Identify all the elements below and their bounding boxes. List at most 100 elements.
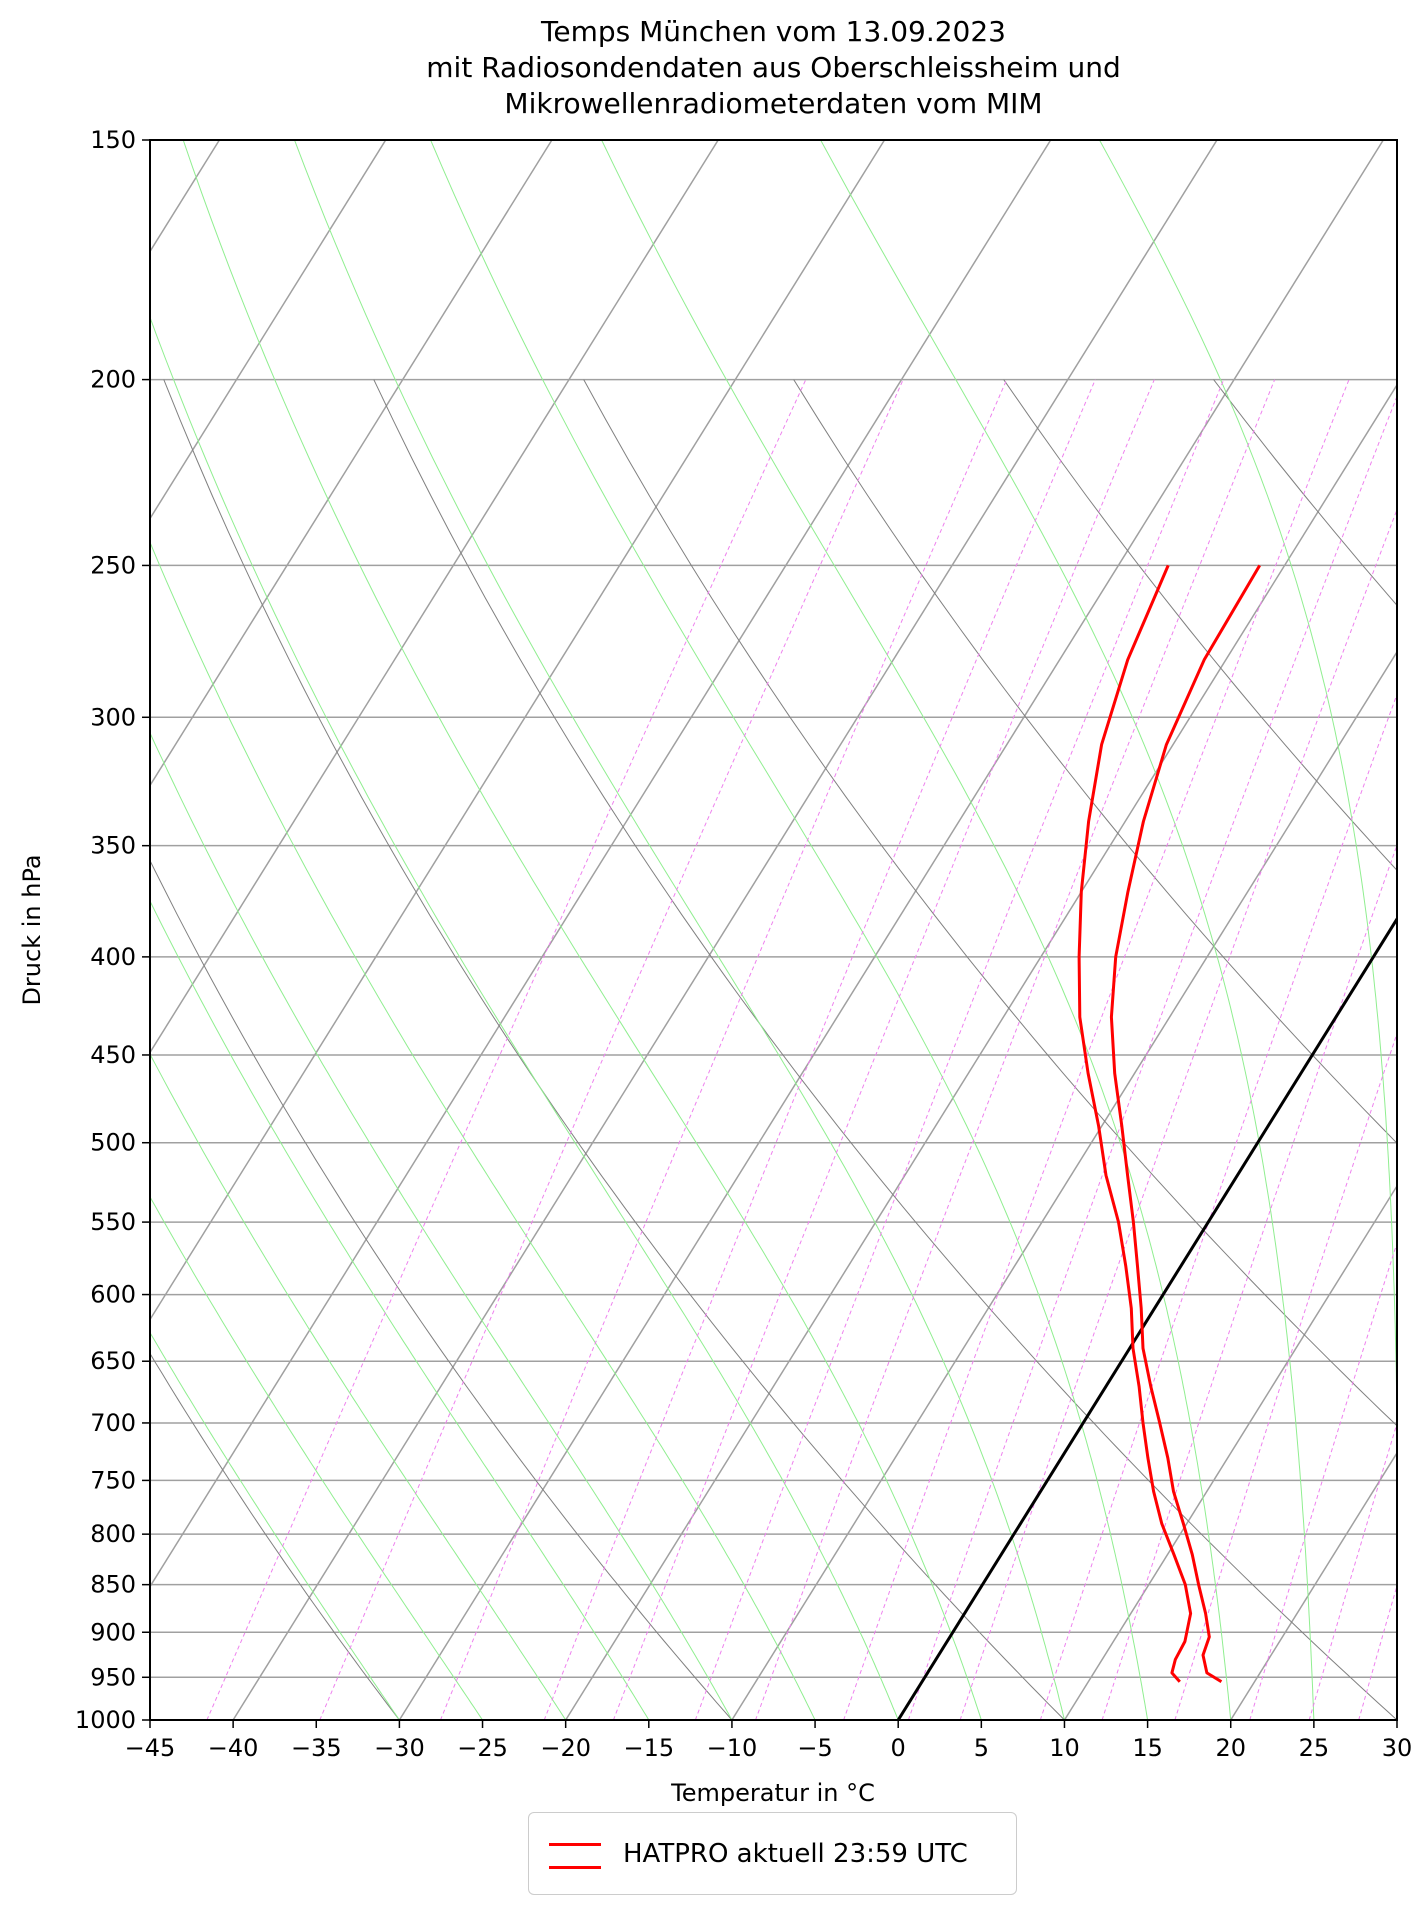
y-tick-label: 200 (90, 366, 136, 394)
mixing-ratio-line (440, 379, 1008, 1720)
isotherm-line (232, 140, 1218, 1720)
isotherm-line (150, 140, 1052, 1588)
isotherm-line (1063, 1184, 1397, 1720)
moist-adiabat-line (150, 315, 899, 1720)
isotherm-line (150, 140, 719, 1054)
chart-title-line-1: Temps München vom 13.09.2023 (541, 15, 1006, 48)
legend-line-1 (549, 1843, 601, 1846)
mixing-ratio-line (1039, 692, 1397, 1720)
zero-isotherm-line (896, 916, 1397, 1720)
mixing-ratio-line (1308, 1421, 1397, 1720)
y-tick-label: 1000 (75, 1706, 136, 1734)
series-line-2 (1109, 564, 1261, 1683)
mixing-ratio-line (907, 394, 1397, 1720)
legend-entry: HATPRO aktuell 23:59 UTC (539, 1827, 1009, 1881)
y-axis-label: Druck in hPa (18, 854, 46, 1005)
background-lines (150, 140, 1427, 1720)
x-tick-label: 20 (1215, 1734, 1246, 1762)
y-tick-label: 300 (90, 703, 136, 731)
x-axis-label: Temperatur in °C (670, 1779, 875, 1807)
mixing-ratio-line (612, 379, 1155, 1720)
mixing-ratio-line (319, 379, 904, 1720)
x-tick-label: 5 (974, 1734, 989, 1762)
dry-adiabat-line (150, 1352, 400, 1720)
series-line-1 (1077, 564, 1193, 1683)
x-tick-label: −25 (457, 1734, 508, 1762)
isotherm-line (398, 140, 1384, 1720)
x-tick-label: −40 (208, 1734, 259, 1762)
x-tick-label: −35 (291, 1734, 342, 1762)
y-tick-label: 700 (90, 1409, 136, 1437)
mixing-ratio-line (206, 379, 807, 1720)
dry-adiabat-line (1003, 379, 1397, 872)
chart-title: Temps München vom 13.09.2023 mit Radioso… (0, 14, 1427, 122)
x-tick-label: −15 (623, 1734, 674, 1762)
x-tick-label: −5 (797, 1734, 832, 1762)
dry-adiabat-line (163, 379, 1065, 1720)
moist-adiabat-line (294, 140, 1065, 1720)
legend-swatch (549, 1835, 601, 1875)
legend: HATPRO aktuell 23:59 UTC (528, 1812, 1017, 1895)
moist-adiabat-line (150, 1331, 400, 1720)
y-tick-label: 400 (90, 943, 136, 971)
x-axis-ticks: −45 −40 −35 −30 −25 −20 −15 −10 −5 0 5 10 15 20 25 30 (125, 1720, 1413, 1762)
x-tick-label: −10 (707, 1734, 758, 1762)
mixing-ratio-line (755, 379, 1276, 1720)
x-tick-label: 25 (1299, 1734, 1330, 1762)
moist-adiabat-line (1407, 140, 1427, 1720)
mixing-ratio-line (1174, 1032, 1397, 1720)
isotherm-line (150, 140, 886, 1321)
mixing-ratio-line (843, 379, 1350, 1720)
moist-adiabat-line (150, 1053, 567, 1720)
mixing-ratio-line (1358, 1584, 1397, 1720)
y-tick-label: 150 (90, 126, 136, 154)
x-tick-label: 15 (1132, 1734, 1163, 1762)
x-tick-label: 30 (1382, 1734, 1413, 1762)
x-tick-label: −20 (540, 1734, 591, 1762)
moist-adiabat-line (1099, 140, 1397, 1720)
x-tick-label: 0 (891, 1734, 906, 1762)
chart-title-line-3: Mikrowellenradiometerdaten vom MIM (504, 87, 1043, 120)
dry-adiabat-line (793, 379, 1397, 1144)
moist-adiabat-line (150, 731, 733, 1720)
mixing-ratio-line (1249, 1241, 1397, 1720)
y-tick-label: 450 (90, 1041, 136, 1069)
isotherm-line (731, 650, 1397, 1720)
x-tick-label: −30 (374, 1734, 425, 1762)
moist-adiabat-line (182, 140, 982, 1720)
isotherm-line (150, 140, 553, 787)
y-tick-label: 850 (90, 1571, 136, 1599)
isotherm-line (565, 383, 1397, 1720)
y-tick-label: 750 (90, 1466, 136, 1494)
dry-adiabat-line (150, 859, 733, 1720)
dry-adiabat-line (373, 379, 1397, 1720)
legend-line-2 (549, 1866, 601, 1869)
isotherm-line (1396, 1718, 1397, 1720)
dry-adiabat-line (1213, 379, 1397, 607)
y-tick-label: 950 (90, 1663, 136, 1691)
y-tick-label: 550 (90, 1208, 136, 1236)
data-lines (896, 564, 1397, 1720)
x-tick-label: −45 (125, 1734, 176, 1762)
x-tick-label: 10 (1049, 1734, 1080, 1762)
y-tick-label: 600 (90, 1281, 136, 1309)
moist-adiabat-line (430, 140, 1149, 1720)
y-tick-label: 800 (90, 1520, 136, 1548)
y-tick-label: 350 (90, 832, 136, 860)
moist-adiabat-line (820, 140, 1315, 1720)
moist-adiabat-line (150, 899, 650, 1720)
y-tick-label: 900 (90, 1618, 136, 1646)
moist-adiabat-line (150, 540, 816, 1720)
chart-title-line-2: mit Radiosondendaten aus Oberschleisshei… (426, 51, 1121, 84)
legend-label: HATPRO aktuell 23:59 UTC (623, 1839, 968, 1869)
isotherm-line (1230, 1451, 1397, 1720)
moist-adiabat-line (601, 140, 1232, 1720)
mixing-ratio-line (1401, 380, 1427, 1720)
plot-frame (149, 139, 1398, 1721)
y-tick-label: 650 (90, 1347, 136, 1375)
mixing-ratio-line (543, 379, 1096, 1720)
mixing-ratio-line (959, 508, 1397, 1720)
dry-adiabat-line (583, 379, 1397, 1427)
y-axis-ticks: 1000 950 900 850 800 750 700 650 600 550 500 450 400… (75, 126, 150, 1734)
